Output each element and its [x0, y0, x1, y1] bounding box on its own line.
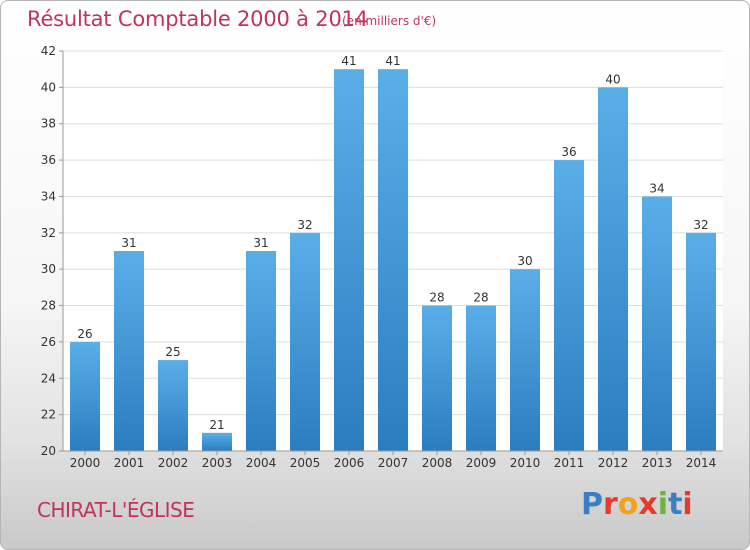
y-tick-label: 22 — [41, 408, 56, 422]
bar-2000 — [70, 341, 100, 451]
bar-2011 — [554, 160, 584, 451]
bar-2006 — [334, 69, 364, 451]
brand-logo: Proxiti — [581, 487, 693, 522]
data-label-2012: 40 — [605, 72, 620, 86]
data-label-2011: 36 — [561, 145, 576, 159]
bar-2013 — [642, 196, 672, 451]
brand-letter: x — [638, 487, 658, 522]
bar-2008 — [422, 305, 452, 451]
data-labels: 26 31 25 21 31 32 41 41 28 28 30 36 40 34 32 — [77, 54, 708, 432]
bar-2007 — [378, 69, 408, 451]
x-tick-label-2004: 2004 — [246, 456, 277, 470]
x-tick-label-2012: 2012 — [598, 456, 629, 470]
brand-letter: P — [581, 487, 603, 522]
x-tick-label-2002: 2002 — [158, 456, 189, 470]
y-tick-label: 20 — [41, 444, 56, 458]
x-tick-label-2011: 2011 — [554, 456, 585, 470]
y-tick-label: 32 — [41, 226, 56, 240]
brand-letter: i — [657, 487, 669, 522]
x-tick-label-2001: 2001 — [114, 456, 145, 470]
data-label-2005: 32 — [297, 218, 312, 232]
commune-name: CHIRAT-L'ÉGLISE — [37, 498, 195, 522]
bar-2010 — [510, 269, 540, 451]
data-label-2004: 31 — [253, 236, 268, 250]
x-tick-label-2000: 2000 — [70, 456, 101, 470]
x-axis-ticks: 2000 2001 2002 2003 2004 2005 2006 2007 2008 2009… — [70, 451, 717, 470]
y-tick-label: 42 — [41, 44, 56, 58]
data-label-2008: 28 — [429, 291, 444, 305]
y-tick-label: 38 — [41, 117, 56, 131]
brand-letter: r — [603, 487, 618, 522]
data-label-2009: 28 — [473, 291, 488, 305]
data-label-2007: 41 — [385, 54, 400, 68]
data-label-2010: 30 — [517, 254, 532, 268]
y-tick-label: 34 — [41, 189, 56, 203]
x-tick-label-2009: 2009 — [466, 456, 497, 470]
data-label-2000: 26 — [77, 327, 92, 341]
bar-2014 — [686, 232, 716, 451]
data-label-2014: 32 — [693, 218, 708, 232]
brand-letter: t — [668, 487, 683, 522]
y-tick-label: 30 — [41, 262, 56, 276]
y-tick-label: 26 — [41, 335, 56, 349]
data-label-2006: 41 — [341, 54, 356, 68]
y-axis-ticks: 20 22 24 26 28 30 32 34 36 38 40 42 — [41, 44, 63, 458]
x-tick-label-2006: 2006 — [334, 456, 365, 470]
y-tick-label: 28 — [41, 299, 56, 313]
bar-2012 — [598, 87, 628, 451]
bar-2005 — [290, 232, 320, 451]
bar-2003 — [202, 432, 232, 451]
x-tick-label-2010: 2010 — [510, 456, 541, 470]
bars — [70, 69, 716, 451]
brand-letter: o — [617, 487, 639, 522]
data-label-2001: 31 — [121, 236, 136, 250]
x-tick-label-2014: 2014 — [686, 456, 717, 470]
y-tick-label: 24 — [41, 371, 56, 385]
bar-2002 — [158, 360, 188, 451]
chart-unit: (en milliers d'€) — [342, 14, 437, 28]
y-tick-label: 40 — [41, 80, 56, 94]
data-label-2013: 34 — [649, 181, 664, 195]
x-tick-label-2008: 2008 — [422, 456, 453, 470]
brand-letter: i — [682, 487, 693, 522]
bar-2004 — [246, 251, 276, 451]
bar-2001 — [114, 251, 144, 451]
data-label-2003: 21 — [209, 418, 224, 432]
data-label-2002: 25 — [165, 345, 180, 359]
x-tick-label-2003: 2003 — [202, 456, 233, 470]
x-tick-label-2013: 2013 — [642, 456, 673, 470]
bar-2009 — [466, 305, 496, 451]
x-tick-label-2007: 2007 — [378, 456, 409, 470]
chart-title: Résultat Comptable 2000 à 2014 — [27, 7, 368, 31]
x-tick-label-2005: 2005 — [290, 456, 321, 470]
y-tick-label: 36 — [41, 153, 56, 167]
